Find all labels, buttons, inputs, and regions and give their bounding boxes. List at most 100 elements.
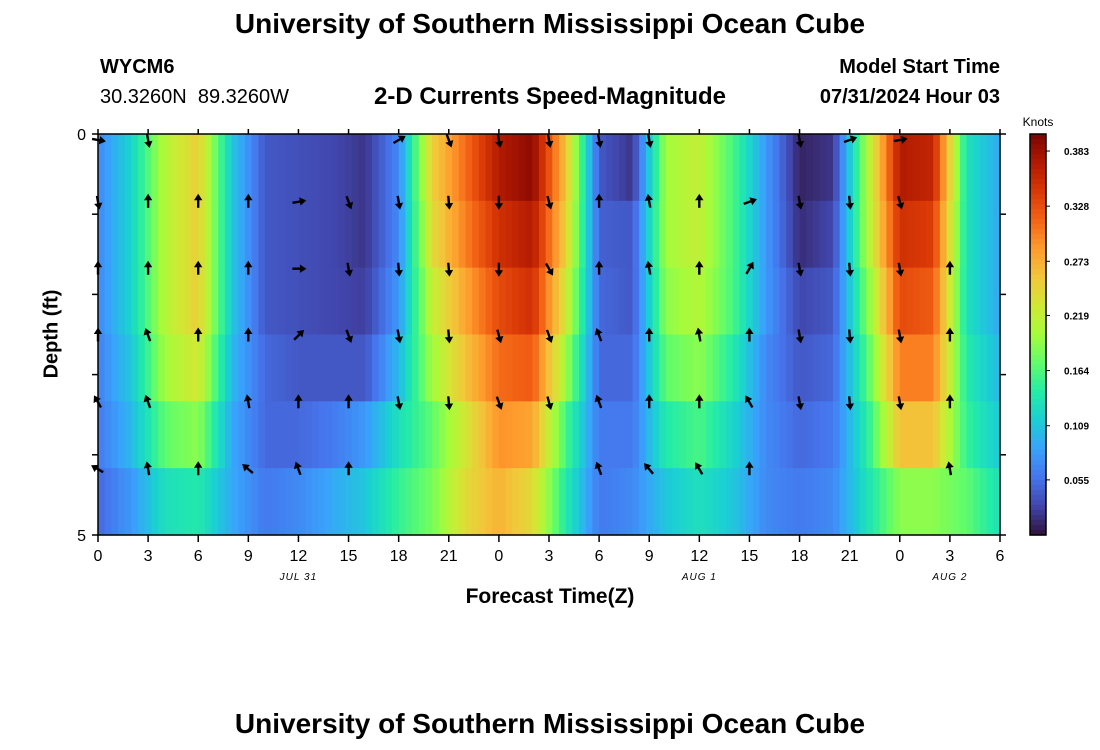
heatmap-cell — [358, 200, 366, 269]
heatmap-cell — [144, 334, 153, 402]
heatmap-cell — [124, 267, 133, 336]
heatmap-cell — [265, 401, 273, 469]
heatmap-cell — [171, 200, 179, 269]
page-title: University of Southern Mississippi Ocean… — [234, 8, 866, 39]
heatmap-cell — [325, 468, 333, 536]
heatmap-cell — [545, 468, 553, 536]
colorbar-segment — [1030, 214, 1046, 220]
heatmap-cell — [378, 401, 386, 469]
heatmap-cell — [171, 134, 179, 202]
heatmap-cell — [472, 134, 480, 202]
heatmap-cell — [893, 267, 901, 336]
heatmap-cell — [939, 267, 948, 336]
heatmap-cell — [432, 334, 440, 402]
heatmap-cell — [559, 134, 567, 202]
colorbar-segment — [1030, 134, 1046, 140]
heatmap-cell — [672, 200, 680, 269]
heatmap-cell — [886, 334, 894, 402]
colorbar-segment — [1030, 404, 1046, 411]
heatmap-cell — [652, 468, 660, 536]
heatmap-cell — [538, 200, 547, 269]
heatmap-cell — [465, 134, 473, 202]
heatmap-cell — [211, 267, 219, 336]
heatmap-cell — [759, 468, 767, 536]
heatmap-cell — [184, 468, 193, 536]
heatmap-cell — [111, 134, 119, 202]
heatmap-cell — [919, 334, 928, 402]
heatmap-cell — [786, 200, 794, 269]
heatmap-cell — [244, 334, 253, 402]
heatmap-cell — [164, 134, 173, 202]
heatmap-cell — [726, 334, 734, 402]
heatmap-cell — [752, 267, 761, 336]
current-arrow — [945, 461, 954, 476]
heatmap-cell — [732, 134, 741, 202]
x-tick-label: 3 — [144, 548, 153, 565]
station-latitude: 30.3260N — [100, 86, 187, 108]
heatmap-cell — [893, 200, 901, 269]
current-arrow — [293, 461, 302, 476]
heatmap-cell — [645, 134, 654, 202]
heatmap-cell — [572, 267, 580, 336]
chart-subtitle: 2-D Currents Speed-Magnitude — [373, 83, 727, 110]
heatmap-cell — [412, 401, 420, 469]
heatmap-cell — [278, 334, 286, 402]
current-arrow — [344, 461, 353, 476]
heatmap-cell — [432, 267, 440, 336]
heatmap-cell — [318, 200, 326, 269]
heatmap-cell — [739, 267, 747, 336]
heatmap-cell — [772, 200, 781, 269]
colorbar-segment — [1030, 209, 1046, 215]
heatmap-cell — [525, 401, 533, 469]
heatmap-cell — [846, 200, 854, 269]
heatmap-cell — [659, 200, 667, 269]
heatmap-cell — [572, 134, 580, 202]
heatmap-cell — [665, 200, 674, 269]
heatmap-cell — [138, 267, 146, 336]
heatmap-cell — [839, 200, 847, 269]
heatmap-cell — [371, 134, 380, 202]
current-arrow — [91, 464, 104, 474]
heatmap-cell — [712, 267, 720, 336]
heatmap-cell — [291, 200, 300, 269]
heatmap-cell — [953, 401, 961, 469]
heatmap-cell — [118, 334, 126, 402]
colorbar-segment — [1030, 244, 1046, 250]
heatmap-cell — [151, 468, 159, 536]
heatmap-cell — [378, 267, 386, 336]
heatmap-cell — [365, 334, 373, 402]
heatmap-cell — [933, 267, 941, 336]
heatmap-cell — [184, 401, 193, 469]
heatmap-cell — [726, 401, 734, 469]
heatmap-cell — [298, 267, 306, 336]
heatmap-cell — [632, 468, 640, 536]
colorbar-segment — [1030, 259, 1046, 265]
heatmap-cell — [131, 134, 139, 202]
heatmap-cell — [198, 134, 206, 202]
heatmap-cell — [959, 401, 968, 469]
heatmap-cell — [706, 267, 714, 336]
heatmap-cell — [485, 334, 493, 402]
heatmap-cell — [465, 334, 473, 402]
heatmap-cell — [699, 401, 707, 469]
heatmap-cell — [659, 401, 667, 469]
heatmap-cell — [913, 267, 921, 336]
x-tick-label: 18 — [390, 548, 408, 565]
heatmap-cell — [792, 401, 801, 469]
heatmap-cell — [98, 334, 106, 402]
heatmap-cell — [599, 334, 607, 402]
heatmap-cell — [251, 334, 259, 402]
heatmap-cell — [485, 134, 493, 202]
heatmap-cell — [418, 134, 426, 202]
heatmap-cell — [305, 200, 313, 269]
current-arrow — [594, 327, 603, 342]
heatmap-cell — [779, 401, 787, 469]
heatmap-cell — [538, 468, 547, 536]
heatmap-cell — [559, 200, 567, 269]
heatmap-cell — [819, 334, 827, 402]
heatmap-cell — [224, 134, 233, 202]
heatmap-cell — [331, 200, 340, 269]
heatmap-cell — [158, 334, 166, 402]
heatmap — [98, 134, 1001, 536]
heatmap-cell — [826, 468, 834, 536]
